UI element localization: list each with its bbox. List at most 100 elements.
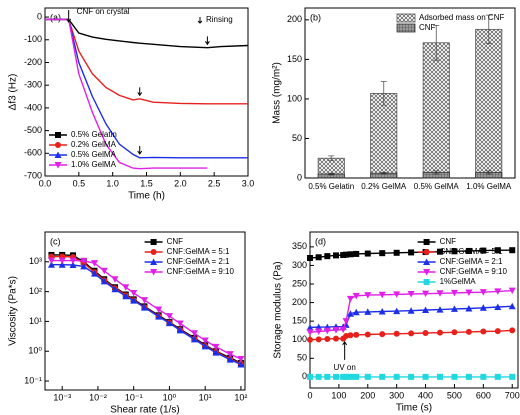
marker [364, 292, 372, 299]
marker [480, 247, 487, 254]
x-tick-label: 500 [447, 390, 462, 400]
legend-label: Adsorbed mass on CNF [419, 13, 504, 22]
legend-label: CNF:GelMA = 9:10 [167, 267, 235, 276]
marker [333, 373, 339, 380]
y-tick-label: -100 [24, 34, 42, 44]
marker [324, 373, 331, 380]
legend-label: 0.2% GelMA [71, 140, 117, 149]
legend-label: 0.5% Gelatin [71, 130, 117, 139]
y-tick-label: 0 [302, 371, 307, 381]
y-tick-label: -400 [24, 102, 42, 112]
marker [422, 330, 429, 337]
y-tick-label: -300 [24, 80, 42, 90]
legend-label: 1.0% GelMA [71, 160, 117, 169]
plot-frame [309, 231, 519, 389]
x-tick-label: 10¹ [199, 392, 212, 402]
x-tick-label: 10⁻³ [53, 392, 71, 402]
marker [339, 326, 347, 334]
marker [465, 289, 473, 297]
y-tick-label: -500 [24, 125, 42, 135]
panel-label: (c) [50, 236, 61, 246]
series-line [45, 18, 249, 49]
annotation-arrow [66, 10, 72, 23]
panel-label: (d) [315, 236, 326, 246]
x-axis-label: Time (s) [396, 403, 432, 414]
plot-frame [44, 231, 246, 391]
marker [55, 142, 61, 148]
marker [423, 279, 430, 285]
marker [393, 291, 401, 298]
y-tick-label: 200 [292, 297, 307, 307]
marker [352, 308, 360, 316]
marker [176, 320, 184, 328]
marker [212, 343, 220, 351]
marker [130, 297, 138, 304]
marker [378, 291, 386, 299]
legend-label: CNF [440, 237, 457, 246]
marker [465, 305, 473, 312]
marker [150, 269, 158, 276]
marker [111, 285, 119, 293]
legend-label: 1%GelMA [440, 277, 477, 286]
panel-label: (a) [50, 12, 61, 22]
legend-label: CNF [167, 237, 184, 246]
legend-label: CNF:GelMA = 5:1 [440, 247, 503, 256]
x-tick-label: 10² [234, 392, 247, 402]
y-tick-label: 100 [287, 93, 302, 103]
marker [423, 269, 431, 276]
x-tick-label: 0 [307, 390, 312, 400]
marker [47, 261, 55, 268]
marker [315, 373, 322, 380]
y-axis-label: Mass (mg/m²) [272, 62, 283, 124]
marker [408, 373, 415, 380]
marker [508, 302, 516, 310]
marker [54, 151, 62, 158]
legend-swatch [396, 23, 416, 33]
bar [475, 28, 503, 179]
marker [80, 257, 88, 265]
y-tick-label: -200 [24, 57, 42, 67]
marker [347, 373, 354, 380]
y-tick-label: 10³ [29, 256, 42, 266]
legend-label: CNF:GelMA = 5:1 [167, 247, 230, 256]
legend-label: CNF [419, 23, 436, 32]
marker [393, 249, 400, 256]
rinse-arrow [137, 145, 143, 155]
marker [58, 257, 66, 265]
x-tick-label: 1.5 [140, 178, 153, 188]
marker [423, 249, 430, 255]
panel-label: (b) [310, 12, 321, 22]
marker [352, 292, 360, 300]
marker [465, 247, 472, 254]
annotation-arrow [342, 340, 348, 360]
marker [407, 291, 415, 298]
marker [69, 257, 77, 265]
marker [315, 254, 322, 261]
error-bar [433, 170, 440, 175]
marker [437, 329, 443, 336]
marker [450, 305, 458, 312]
x-tick-label: 0.5 [73, 178, 86, 188]
marker [155, 306, 163, 314]
marker [306, 329, 314, 336]
marker [237, 355, 245, 363]
marker [150, 258, 158, 265]
y-axis-label: Δf3 (Hz) [8, 74, 19, 111]
marker [90, 270, 98, 277]
legend-label: CNF:GelMA = 9:10 [440, 267, 508, 276]
x-tick-label: 700 [505, 390, 520, 400]
bar [370, 92, 398, 179]
marker [450, 289, 458, 297]
marker [54, 162, 62, 169]
marker [324, 335, 331, 342]
marker [80, 262, 88, 270]
marker [451, 373, 458, 380]
error-bar [380, 81, 387, 106]
y-tick-label: 150 [292, 316, 307, 326]
marker [315, 323, 323, 331]
marker [47, 257, 55, 265]
marker [343, 251, 350, 258]
annotation-arrow [197, 17, 203, 24]
y-tick-label: 300 [292, 260, 307, 270]
marker [100, 277, 108, 285]
